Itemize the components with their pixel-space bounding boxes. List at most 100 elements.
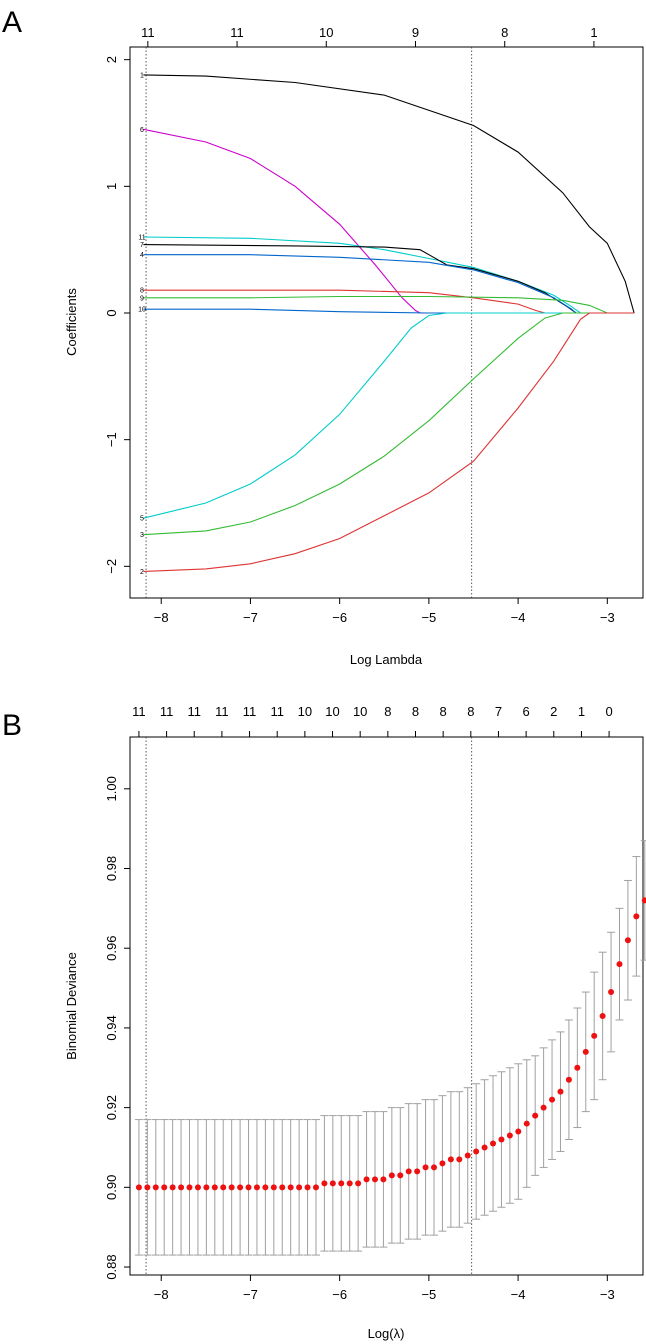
deviance-point [237,1184,244,1191]
series-label-5: 5 [140,516,144,523]
x-axis-label-a: Log Lambda [350,652,423,667]
deviance-point [641,897,646,904]
series-line-6 [143,128,635,314]
x-tick-label-a: −4 [511,610,526,625]
deviance-point [262,1184,269,1191]
deviance-point [355,1180,362,1187]
series-label-10: 10 [138,307,146,314]
deviance-point [481,1144,488,1151]
deviance-point [456,1156,463,1163]
deviance-point [220,1184,227,1191]
top-count-label-b: 1 [578,704,585,719]
series-line-3 [143,312,635,536]
series-line-1 [143,74,635,314]
deviance-point [270,1184,277,1191]
deviance-point [616,961,623,968]
deviance-point [338,1180,345,1187]
x-tick-label-a: −7 [243,610,258,625]
series-label-2: 2 [140,569,144,576]
deviance-point [321,1180,328,1187]
top-count-label-b: 10 [298,704,312,719]
deviance-point [152,1184,159,1191]
x-tick-label-a: −5 [421,610,436,625]
series-label-1: 1 [140,72,144,79]
deviance-point [447,1156,454,1163]
deviance-point [228,1184,235,1191]
deviance-point [186,1184,193,1191]
top-count-label-b: 7 [495,704,502,719]
x-tick-label-a: −8 [154,610,169,625]
deviance-point [380,1176,387,1183]
deviance-point [540,1104,547,1111]
deviance-point [329,1180,336,1187]
top-count-label-a: 11 [230,25,244,40]
deviance-point [245,1184,252,1191]
deviance-point [608,989,615,996]
deviance-point [371,1176,378,1183]
top-count-label-b: 8 [384,704,391,719]
deviance-point [312,1184,319,1191]
panel-b: B −8 −7 −6 −5 −4 −3 0.88 0.90 0.92 0.94 0.96 0.98 1… [2,704,646,1341]
series-line-2 [143,312,635,572]
x-tick-label-b: −8 [154,1287,169,1302]
top-count-label-b: 8 [467,704,474,719]
deviance-point [633,913,640,920]
x-tick-label-b: −3 [600,1287,615,1302]
deviance-point [523,1120,530,1127]
x-axis-label-b: Log(λ) [368,1326,405,1341]
deviance-point [161,1184,168,1191]
panel-letter-a: A [2,6,22,39]
deviance-point [582,1048,589,1055]
top-count-label-a: 8 [501,25,508,40]
top-count-label-a: 10 [319,25,333,40]
top-count-label-a: 11 [141,25,155,40]
deviance-point [203,1184,210,1191]
y-tick-label-b: 0.96 [104,936,119,961]
top-count-label-a: 1 [590,25,597,40]
series-label-8: 8 [140,288,144,295]
deviance-point [397,1172,404,1179]
deviance-point [144,1184,151,1191]
deviance-point [557,1088,564,1095]
top-count-label-b: 11 [215,704,229,719]
series-label-6: 6 [140,127,144,134]
top-count-label-b: 8 [440,704,447,719]
deviance-point [515,1128,522,1135]
top-count-label-b: 11 [187,704,201,719]
y-tick-label-b: 0.92 [104,1095,119,1120]
deviance-point [194,1184,201,1191]
top-count-label-b: 11 [243,704,257,719]
deviance-point [473,1148,480,1155]
series-line-5 [143,312,635,519]
deviance-point [253,1184,260,1191]
y-tick-label-a: −2 [104,559,119,574]
deviance-point [279,1184,286,1191]
deviance-point [414,1168,421,1175]
y-tick-label-a: 1 [104,183,119,190]
top-count-label-b: 8 [412,704,419,719]
deviance-point [296,1184,303,1191]
deviance-point [388,1172,395,1179]
deviance-point [591,1032,598,1039]
deviance-point [574,1064,581,1071]
y-axis-label-b: Binomial Deviance [64,952,79,1060]
series-line-4 [143,254,635,314]
deviance-point [363,1176,370,1183]
y-tick-label-b: 0.94 [104,1015,119,1040]
deviance-point [304,1184,311,1191]
top-count-label-b: 11 [132,704,146,719]
series-label-3: 3 [140,532,144,539]
deviance-point [422,1164,429,1171]
x-tick-label-b: −5 [421,1287,436,1302]
plot-frame-a [129,46,644,599]
deviance-point [287,1184,294,1191]
deviance-point [506,1132,513,1139]
series-label-7: 7 [140,242,144,249]
deviance-point [549,1096,556,1103]
top-count-label-b: 11 [270,704,284,719]
deviance-point [405,1168,412,1175]
series-line-11 [143,236,635,314]
deviance-point [211,1184,218,1191]
